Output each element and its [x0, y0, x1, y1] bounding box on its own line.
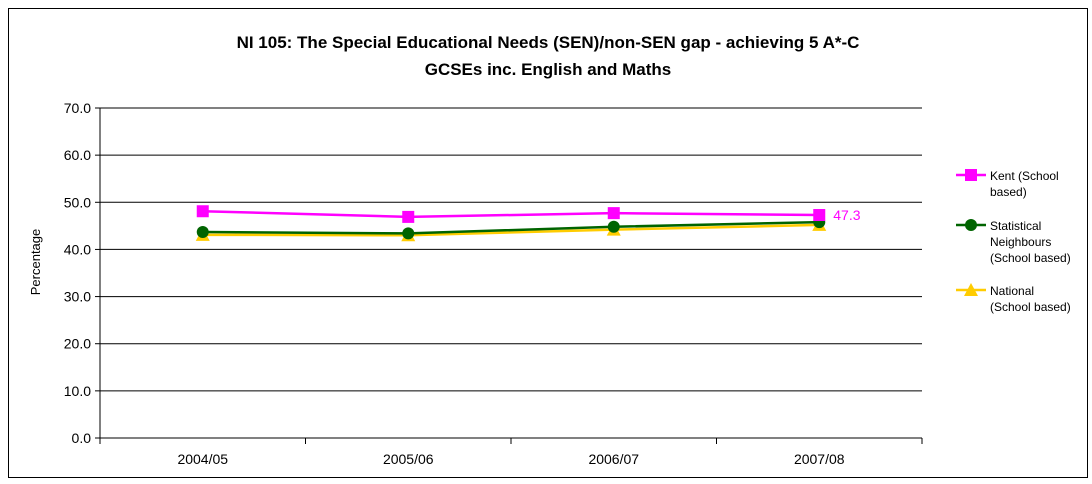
chart-title-line-1: NI 105: The Special Educational Needs (S… [237, 33, 860, 52]
legend-label: Kent (School [990, 169, 1059, 183]
y-tick-label: 20.0 [64, 336, 91, 352]
y-tick-label: 10.0 [64, 383, 91, 399]
y-tick-label: 40.0 [64, 241, 91, 257]
legend-label: National [990, 284, 1034, 298]
data-point [607, 207, 620, 220]
x-tick-label: 2005/06 [383, 451, 434, 467]
legend-label: Neighbours [990, 235, 1051, 249]
chart-frame [8, 8, 1088, 478]
series-line [202, 220, 820, 235]
data-point [196, 205, 209, 218]
y-tick-label: 50.0 [64, 194, 91, 210]
x-tick-label: 2006/07 [588, 451, 639, 467]
x-tick-label: 2004/05 [177, 451, 228, 467]
series-layer: 47.3 [195, 205, 861, 242]
chart-title-line-2: GCSEs inc. English and Maths [425, 60, 672, 79]
grid-lines [100, 107, 922, 392]
y-tick-label: 70.0 [64, 100, 91, 116]
data-point [196, 225, 209, 238]
legend-swatch-marker [965, 169, 977, 181]
data-point [607, 220, 620, 233]
legend-label: (School based) [990, 300, 1071, 314]
legend-entry: Kent (School based) [956, 169, 1059, 199]
data-label: 47.3 [833, 207, 860, 223]
series-line [202, 209, 820, 219]
legend-label: (School based) [990, 251, 1071, 265]
y-tick-label: 60.0 [64, 147, 91, 163]
data-point [402, 210, 415, 223]
legend-entry: National (School based) [956, 283, 1071, 314]
y-tick-label: 0.0 [72, 430, 92, 446]
chart-title: NI 105: The Special Educational Needs (S… [237, 33, 860, 79]
series-0: 47.3 [196, 205, 861, 223]
y-axis-label: Percentage [28, 229, 43, 296]
legend-entry: Statistical Neighbours (School based) [956, 219, 1071, 265]
legend-swatch-marker [964, 283, 978, 296]
y-tick-label: 30.0 [64, 289, 91, 305]
legend: Kent (School based) Statistical Neighbours (… [956, 169, 1071, 314]
legend-label: based) [990, 185, 1027, 199]
data-point [402, 227, 415, 240]
legend-label: Statistical [990, 219, 1041, 233]
axes: 0.0 10.0 20.0 30.0 40.0 50.0 60.0 70.0 2004/05 20… [64, 100, 923, 467]
series-line [202, 223, 820, 237]
legend-swatch-marker [965, 219, 977, 231]
x-tick-label: 2007/08 [794, 451, 845, 467]
data-point [813, 209, 826, 222]
